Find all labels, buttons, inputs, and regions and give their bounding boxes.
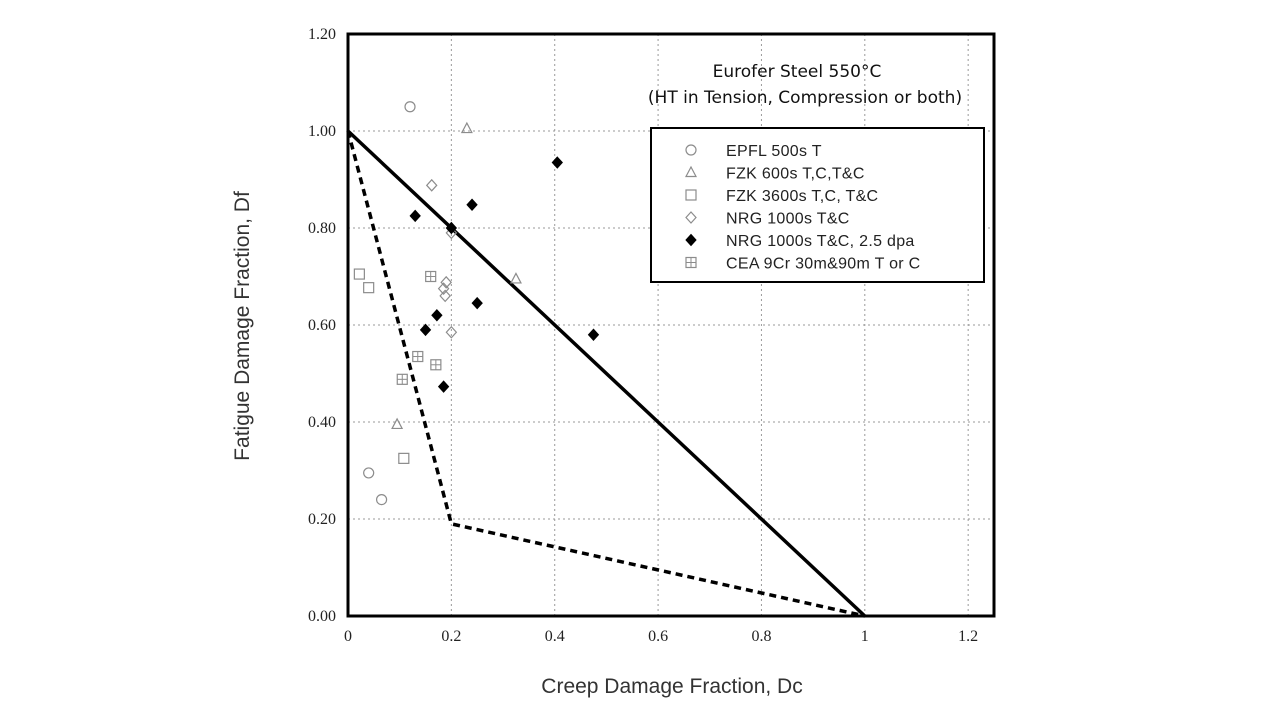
legend-marker-2 (685, 189, 697, 201)
y-tick-label: 1.20 (308, 26, 336, 43)
y-tick-label: 0.40 (308, 414, 336, 431)
data-point-series-0 (404, 101, 416, 113)
x-tick-label: 1 (861, 628, 869, 645)
data-point-series-4 (419, 323, 432, 337)
legend-marker-3 (685, 211, 697, 224)
x-tick-label: 0 (344, 628, 352, 645)
x-tick-label: 0.4 (545, 628, 565, 645)
legend-label: NRG 1000s T&C, 2.5 dpa (726, 233, 915, 250)
y-tick-labels: 0.00 0.20 0.40 0.60 0.80 1.00 1.20 (308, 26, 336, 625)
data-point-series-3 (445, 226, 458, 240)
data-point-series-1 (391, 417, 404, 430)
x-tick-label: 1.2 (958, 628, 978, 645)
data-point-series-4 (587, 328, 600, 341)
data-point-series-5 (396, 373, 408, 385)
legend-marker-1 (685, 165, 697, 178)
x-tick-label: 0.8 (751, 628, 771, 645)
data-point-series-3 (437, 282, 450, 296)
x-axis-label: Creep Damage Fraction, Dc (541, 675, 802, 698)
x-tick-labels: 0 0.2 0.4 0.6 0.8 1 1.2 (344, 628, 978, 645)
legend-marker-0 (685, 144, 697, 156)
legend-box (650, 127, 985, 283)
chart-title: Eurofer Steel 550°C (713, 62, 882, 82)
data-point-series-4 (409, 209, 421, 223)
legend-label: CEA 9Cr 30m&90m T or C (726, 256, 921, 273)
reference-lines (346, 129, 866, 618)
data-point-series-1 (509, 272, 522, 284)
data-point-series-3 (439, 289, 451, 303)
x-tick-label: 0.6 (648, 628, 668, 645)
data-point-series-4 (471, 296, 483, 310)
data-point-series-0 (363, 467, 375, 479)
data-point-series-4 (551, 156, 563, 169)
data-points (353, 101, 600, 506)
data-point-series-3 (445, 325, 458, 339)
legend: EPFL 500s T FZK 600s T,C,T&C FZK 3600s T,C… (650, 127, 985, 283)
y-tick-label: 0.00 (308, 608, 336, 625)
y-tick-label: 0.60 (308, 317, 336, 334)
plot-frame (346, 32, 996, 618)
data-point-series-3 (440, 275, 453, 289)
data-point-series-4 (431, 309, 443, 322)
y-tick-label: 1.00 (308, 123, 336, 140)
data-point-series-0 (375, 494, 388, 506)
dashed-line (346, 130, 866, 618)
legend-label: FZK 3600s T,C, T&C (726, 188, 878, 205)
data-point-series-2 (363, 282, 375, 294)
legend-label: EPFL 500s T (726, 143, 822, 160)
y-tick-label: 0.20 (308, 511, 336, 528)
data-point-series-4 (466, 198, 478, 211)
data-point-series-3 (425, 178, 438, 192)
solid-line (346, 129, 866, 618)
data-point-series-5 (430, 359, 442, 371)
data-point-series-2 (353, 268, 365, 280)
legend-label: NRG 1000s T&C (726, 211, 850, 228)
data-point-series-4 (445, 221, 458, 235)
legend-marker-4 (685, 233, 697, 247)
chart-subtitle: (HT in Tension, Compression or both) (648, 88, 962, 108)
y-axis-label: Fatigue Damage Fraction, Df (231, 191, 254, 461)
legend-label: FZK 600s T,C,T&C (726, 166, 865, 183)
y-tick-label: 0.80 (308, 220, 336, 237)
data-point-series-5 (412, 350, 424, 363)
x-tick-label: 0.2 (441, 628, 461, 645)
data-point-series-4 (437, 380, 450, 393)
data-point-series-2 (398, 452, 410, 464)
data-point-series-1 (460, 121, 473, 134)
grid-lines (348, 34, 994, 616)
data-point-series-5 (425, 270, 437, 283)
legend-marker-5 (685, 256, 697, 269)
